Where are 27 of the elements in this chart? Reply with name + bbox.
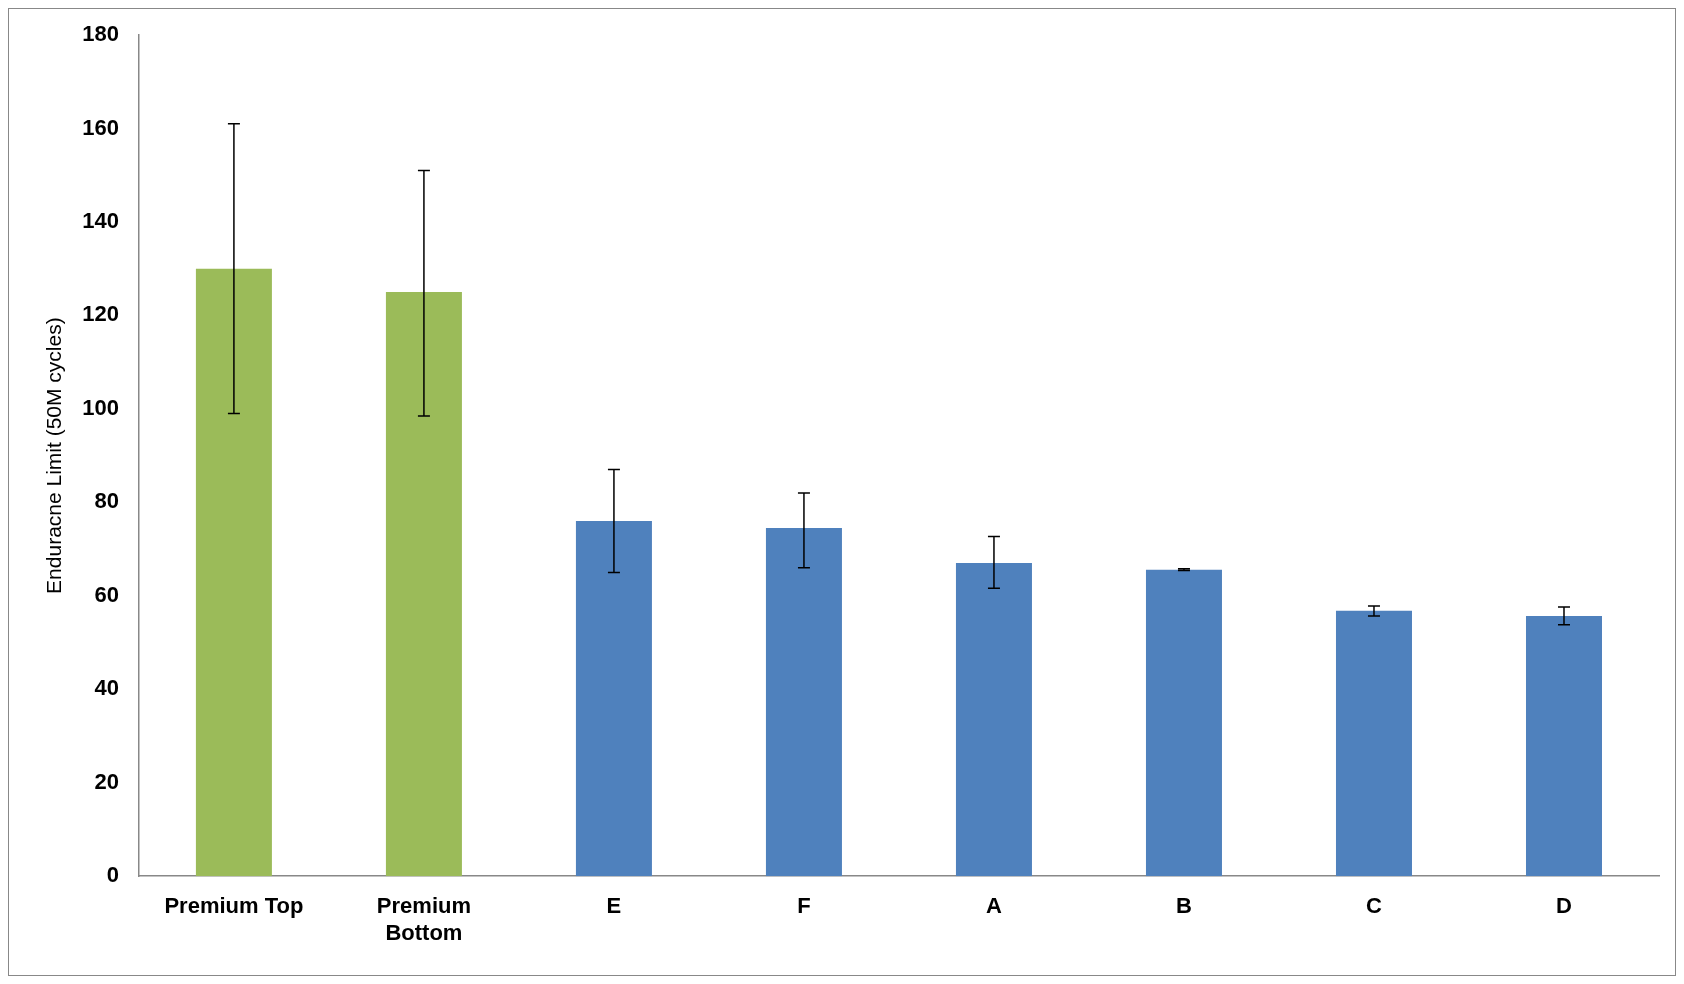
x-tick-label: Premium Bottom: [376, 893, 471, 945]
bar: [385, 292, 462, 877]
x-tick-label: C: [1366, 893, 1383, 919]
y-tick-label: 0: [106, 862, 119, 888]
x-tick-label: F: [797, 893, 811, 919]
x-tick-label: D: [1556, 893, 1572, 919]
bar: [765, 528, 842, 877]
y-axis-title: Enduracne Limit (50M cycles): [42, 317, 66, 594]
y-tick-label: 80: [94, 488, 119, 514]
bar: [955, 563, 1032, 877]
y-tick-label: 20: [94, 768, 119, 794]
y-tick-label: 140: [82, 208, 119, 233]
bar: [195, 268, 272, 877]
x-tick-label: A: [986, 893, 1003, 919]
y-tick-label: 120: [82, 301, 119, 327]
bar: [575, 521, 652, 877]
y-tick-label: 60: [94, 581, 119, 607]
bar: [1335, 610, 1412, 877]
y-tick-label: 160: [82, 114, 119, 140]
x-tick-label: B: [1176, 893, 1192, 919]
y-tick-label: 100: [82, 394, 119, 420]
y-tick-label: 180: [82, 21, 119, 47]
y-tick-label: 40: [94, 675, 119, 701]
x-tick-label: Premium Top: [164, 893, 304, 919]
bar: [1145, 569, 1222, 877]
x-tick-label: E: [606, 893, 622, 919]
bar: [1525, 615, 1602, 877]
